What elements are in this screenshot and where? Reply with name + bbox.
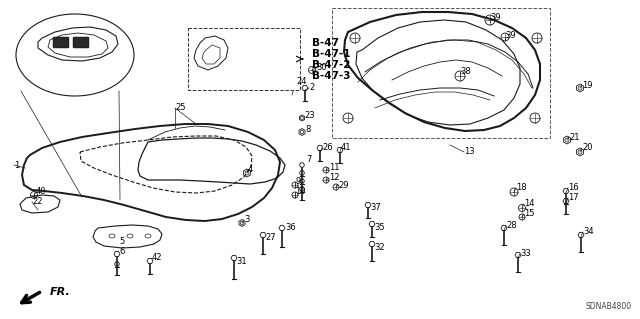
Text: 2: 2 <box>309 84 314 93</box>
Text: 17: 17 <box>568 194 579 203</box>
Text: 39: 39 <box>490 13 500 23</box>
Text: 37: 37 <box>370 204 381 212</box>
Text: 35: 35 <box>374 224 385 233</box>
Text: 13: 13 <box>464 147 475 157</box>
Text: 14: 14 <box>524 199 534 209</box>
Text: 32: 32 <box>374 243 385 253</box>
Text: 29: 29 <box>338 181 349 189</box>
Text: 8: 8 <box>305 125 310 135</box>
Text: B-47-2: B-47-2 <box>312 60 351 70</box>
Text: 30: 30 <box>316 63 326 72</box>
Text: 23: 23 <box>304 112 315 121</box>
Text: 27: 27 <box>265 234 276 242</box>
FancyBboxPatch shape <box>53 37 69 48</box>
Text: 15: 15 <box>524 210 534 219</box>
Text: 5: 5 <box>119 238 124 247</box>
Text: 6: 6 <box>119 248 124 256</box>
Text: 34: 34 <box>583 227 594 236</box>
Text: 7: 7 <box>306 155 312 165</box>
Text: 22: 22 <box>32 197 42 206</box>
Text: 4: 4 <box>248 166 253 174</box>
Text: 12: 12 <box>329 174 339 182</box>
Bar <box>332 8 550 138</box>
Text: 41: 41 <box>341 144 351 152</box>
Text: 42: 42 <box>152 254 163 263</box>
Text: 33: 33 <box>520 249 531 258</box>
Text: 28: 28 <box>506 221 516 231</box>
Text: 24: 24 <box>296 78 307 86</box>
Text: B-47-1: B-47-1 <box>312 49 351 59</box>
Text: B-47: B-47 <box>312 38 339 48</box>
Text: SDNAB4800: SDNAB4800 <box>586 302 632 311</box>
Text: 39: 39 <box>505 31 516 40</box>
Ellipse shape <box>16 14 134 96</box>
Text: 26: 26 <box>322 144 333 152</box>
Text: FR.: FR. <box>50 287 71 297</box>
Text: 10: 10 <box>295 188 305 197</box>
Text: 38: 38 <box>460 68 471 77</box>
Text: 9: 9 <box>295 177 300 187</box>
Text: 31: 31 <box>236 257 246 266</box>
Text: 40: 40 <box>36 188 47 197</box>
Text: 16: 16 <box>568 183 579 192</box>
Text: 19: 19 <box>582 80 593 90</box>
Text: 20: 20 <box>582 144 593 152</box>
Text: B-47-3: B-47-3 <box>312 71 351 81</box>
Text: 3: 3 <box>244 216 250 225</box>
Text: 1: 1 <box>14 160 19 169</box>
Text: 25: 25 <box>175 103 186 113</box>
FancyBboxPatch shape <box>73 37 89 48</box>
Text: 11: 11 <box>329 164 339 173</box>
Text: 18: 18 <box>516 183 527 192</box>
Text: 36: 36 <box>285 224 296 233</box>
Text: 21: 21 <box>569 132 579 142</box>
Bar <box>188 28 300 90</box>
